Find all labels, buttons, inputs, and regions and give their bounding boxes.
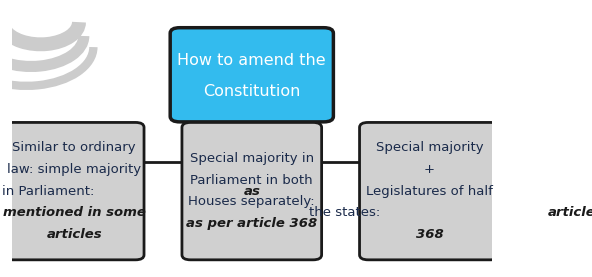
Text: article: article xyxy=(548,206,592,219)
Text: as per article 368: as per article 368 xyxy=(186,217,317,230)
FancyBboxPatch shape xyxy=(359,122,499,260)
Text: How to amend the: How to amend the xyxy=(178,53,326,68)
Text: Constitution: Constitution xyxy=(203,84,301,99)
Text: law: simple majority: law: simple majority xyxy=(7,163,141,176)
Text: in Parliament:: in Parliament: xyxy=(2,185,99,198)
Text: Parliament in both: Parliament in both xyxy=(191,174,313,187)
Text: the states:: the states: xyxy=(308,206,384,219)
FancyBboxPatch shape xyxy=(182,122,321,260)
Text: articles: articles xyxy=(46,228,102,241)
Text: Special majority in: Special majority in xyxy=(189,152,314,165)
Text: +: + xyxy=(424,163,435,176)
Text: 368: 368 xyxy=(416,228,443,241)
FancyBboxPatch shape xyxy=(4,122,144,260)
Text: mentioned in some: mentioned in some xyxy=(3,206,146,219)
Text: Special majority: Special majority xyxy=(375,142,483,154)
Text: as: as xyxy=(243,185,260,198)
Text: Similar to ordinary: Similar to ordinary xyxy=(12,142,136,154)
Text: Legislatures of half: Legislatures of half xyxy=(366,185,493,198)
FancyBboxPatch shape xyxy=(170,28,333,122)
Text: Houses separately:: Houses separately: xyxy=(188,196,315,208)
